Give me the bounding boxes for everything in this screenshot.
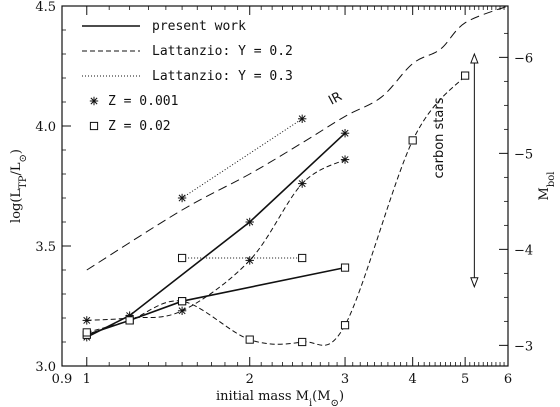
star-marker: [177, 306, 187, 315]
series-line-0-solid: [86, 132, 346, 338]
square-marker: [298, 337, 307, 347]
x-tick-label: 5: [461, 372, 469, 387]
star-marker: [297, 114, 307, 123]
y-tick-label: 3.0: [35, 360, 56, 375]
y2-tick-label: −4: [514, 243, 533, 258]
star-marker: [297, 179, 307, 188]
square-marker: [245, 335, 254, 344]
x-tick-label: 1: [83, 372, 91, 387]
square-marker: [125, 316, 134, 325]
y-tick-label: 4.5: [35, 0, 56, 15]
square-marker: [177, 297, 187, 306]
legend-square-marker: [89, 121, 99, 131]
legend-label: Z = 0.02: [108, 119, 171, 134]
star-marker: [82, 316, 91, 325]
legend-label: Lattanzio: Y = 0.3: [152, 69, 293, 84]
square-marker: [461, 71, 470, 80]
square-marker: [177, 253, 187, 263]
square-marker: [82, 328, 91, 337]
star-marker: [340, 129, 350, 138]
legend-label: Z = 0.001: [108, 94, 178, 109]
y-axis-label: log(LTP/L⊙): [9, 149, 29, 223]
series-line-1-solid: [86, 266, 346, 336]
legend-star-marker: [89, 96, 99, 106]
carbon-stars-arrow: [470, 52, 479, 289]
y2-tick-label: −5: [514, 147, 533, 162]
axis-labels: initial mass Mi(M⊙) log(LTP/L⊙) Mbol: [9, 149, 557, 407]
square-marker: [340, 321, 350, 330]
x-tick-label: 4: [409, 372, 417, 387]
series-line-4-dotted: [181, 118, 303, 199]
annotations: IR carbon stars: [326, 52, 479, 289]
annotation-carbon-stars: carbon stars: [432, 97, 447, 178]
x-tick-label: 0.9: [52, 372, 73, 387]
y2-axis-label: Mbol: [537, 172, 557, 201]
axis-ticks: 0.9 1 2 3 4 5 6 3.0 3.5 4.0 4.5 −3 −4 −5 −6: [35, 0, 533, 387]
legend: present work Lattanzio: Y = 0.2 Lattanzio:…: [82, 19, 293, 134]
x-tick-label: 6: [504, 372, 512, 387]
plot-frame: [61, 5, 509, 367]
legend-label: present work: [152, 19, 246, 34]
y2-tick-label: −3: [514, 339, 533, 354]
x-tick-label: 3: [341, 372, 349, 387]
x-axis-label: initial mass Mi(M⊙): [216, 389, 344, 407]
data-markers: [82, 71, 470, 347]
star-marker: [177, 193, 187, 203]
y-tick-label: 4.0: [35, 120, 56, 135]
square-marker: [340, 263, 350, 272]
y2-tick-label: −6: [514, 51, 533, 66]
plot-border: [61, 5, 509, 367]
x-tick-label: 2: [246, 372, 254, 387]
annotation-ir: IR: [326, 89, 344, 108]
star-marker: [245, 256, 254, 265]
square-marker: [408, 136, 417, 145]
series-line-6-long-dashed: [86, 5, 509, 271]
square-marker: [298, 253, 307, 263]
legend-label: Lattanzio: Y = 0.2: [152, 44, 293, 59]
star-marker: [340, 155, 350, 164]
star-marker: [245, 217, 254, 227]
y-tick-label: 3.5: [35, 240, 56, 255]
